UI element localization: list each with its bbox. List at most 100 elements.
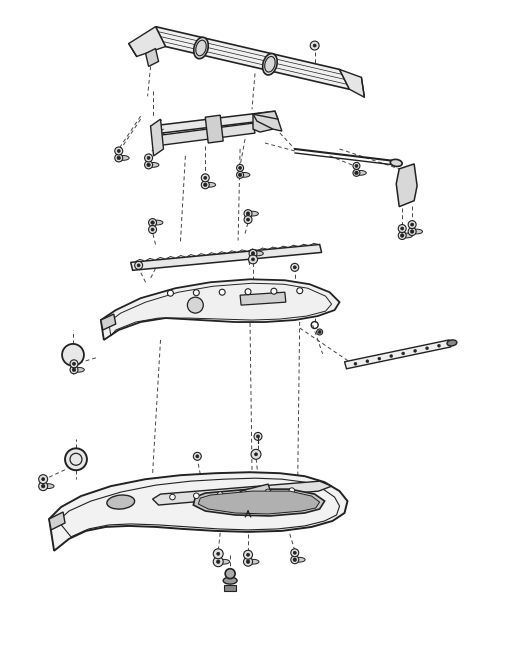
Circle shape [137,264,140,267]
Circle shape [254,453,258,456]
Polygon shape [101,314,116,330]
Circle shape [254,432,262,440]
Polygon shape [339,70,364,97]
Circle shape [117,150,120,152]
Ellipse shape [447,340,457,346]
Circle shape [293,558,296,562]
Circle shape [244,557,252,566]
Circle shape [145,161,153,169]
Ellipse shape [263,53,277,75]
Polygon shape [198,491,320,514]
Polygon shape [396,164,417,207]
Circle shape [271,288,277,294]
Circle shape [413,350,416,352]
Circle shape [70,366,78,374]
Polygon shape [193,489,324,516]
Circle shape [291,549,299,556]
Circle shape [62,344,84,366]
Polygon shape [240,484,272,501]
Circle shape [248,255,258,264]
Circle shape [310,41,319,50]
Circle shape [41,484,45,488]
Ellipse shape [247,559,259,564]
Circle shape [65,448,87,470]
Polygon shape [131,244,321,270]
Circle shape [244,210,252,217]
Ellipse shape [73,367,84,372]
Circle shape [39,475,48,484]
Circle shape [411,223,413,226]
Circle shape [401,227,404,230]
Circle shape [151,228,154,231]
Circle shape [217,553,220,555]
Circle shape [170,494,175,500]
Circle shape [353,162,360,170]
Ellipse shape [194,37,208,58]
Circle shape [251,252,255,255]
Circle shape [70,360,78,368]
Polygon shape [344,340,451,369]
Circle shape [73,362,76,365]
Circle shape [213,549,223,558]
Circle shape [72,368,76,372]
Polygon shape [49,472,347,551]
Circle shape [151,221,154,225]
Circle shape [201,174,209,182]
Circle shape [241,490,247,496]
Circle shape [426,347,429,350]
Circle shape [353,170,360,176]
Circle shape [149,225,156,233]
Circle shape [244,215,252,223]
Circle shape [402,352,405,355]
Ellipse shape [246,212,259,216]
Polygon shape [224,585,236,591]
Circle shape [145,154,153,162]
Circle shape [317,329,322,335]
Circle shape [246,560,250,564]
Polygon shape [151,111,278,134]
Polygon shape [253,114,282,131]
Circle shape [289,488,294,493]
Circle shape [398,225,406,233]
Ellipse shape [42,484,54,489]
Ellipse shape [223,577,237,584]
Circle shape [168,290,173,296]
Circle shape [401,234,404,237]
Circle shape [355,171,358,175]
Polygon shape [155,27,350,89]
Circle shape [115,147,123,155]
Polygon shape [205,115,223,143]
Polygon shape [129,27,166,57]
Circle shape [193,290,199,296]
Circle shape [219,289,225,295]
Circle shape [408,227,416,235]
Circle shape [410,230,414,233]
Circle shape [245,288,251,295]
Circle shape [203,183,207,187]
Circle shape [246,553,249,556]
Circle shape [147,156,150,160]
Circle shape [201,181,209,189]
Circle shape [291,263,299,271]
Circle shape [135,261,143,269]
Circle shape [257,435,260,438]
Ellipse shape [107,495,134,509]
Circle shape [246,218,249,221]
Ellipse shape [251,251,263,256]
Circle shape [204,176,207,179]
Circle shape [313,44,316,47]
Polygon shape [101,279,339,340]
Circle shape [217,491,223,497]
Polygon shape [253,111,278,132]
Circle shape [217,560,220,564]
Circle shape [194,493,199,499]
Circle shape [354,362,357,365]
Circle shape [437,344,440,347]
Circle shape [237,171,244,178]
Circle shape [193,452,201,461]
Circle shape [251,449,261,459]
Circle shape [408,221,416,229]
Ellipse shape [117,156,129,160]
Circle shape [249,250,257,258]
Polygon shape [146,49,158,66]
